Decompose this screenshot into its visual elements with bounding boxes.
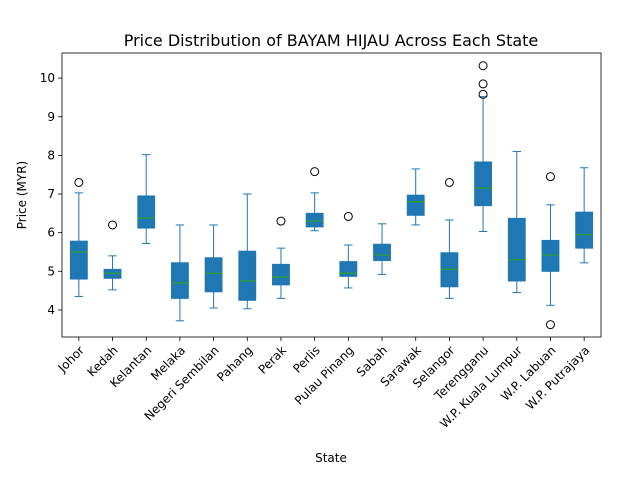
y-tick-label: 4 <box>47 303 55 317</box>
box-iqr <box>272 263 290 286</box>
outlier-point <box>478 89 488 99</box>
outlier-point <box>343 211 353 221</box>
y-axis-label: Price (MYR) <box>15 161 29 229</box>
y-tick-label: 7 <box>47 187 55 201</box>
outlier-point <box>444 177 454 187</box>
plot-frame <box>61 52 602 338</box>
chart-title: Price Distribution of BAYAM HIJAU Across… <box>124 31 539 50</box>
outlier-point <box>310 167 320 177</box>
y-tick-label: 5 <box>47 264 55 278</box>
box-iqr <box>69 240 88 280</box>
box-iqr <box>305 212 324 228</box>
box-iqr <box>137 195 156 229</box>
box-iqr <box>339 261 358 277</box>
outlier-point <box>545 172 555 182</box>
outlier-point <box>74 177 84 187</box>
y-tick-label: 8 <box>47 148 55 162</box>
box-iqr <box>170 262 189 299</box>
y-tick-label: 9 <box>47 110 55 124</box>
box-iqr <box>373 243 391 261</box>
box-iqr <box>406 194 425 216</box>
outlier-point <box>108 220 118 230</box>
box-iqr <box>575 211 594 249</box>
outlier-point <box>545 320 555 330</box>
outlier-point <box>478 79 488 89</box>
x-axis-label: State <box>315 451 347 465</box>
box-iqr <box>238 250 257 301</box>
outlier-point <box>276 216 286 226</box>
y-tick-label: 6 <box>47 226 55 240</box>
outlier-point <box>478 61 488 71</box>
box-iqr <box>204 257 223 293</box>
box-iqr <box>541 239 560 272</box>
box-iqr <box>507 217 526 282</box>
y-tick-label: 10 <box>40 71 55 85</box>
box-iqr <box>474 161 493 207</box>
